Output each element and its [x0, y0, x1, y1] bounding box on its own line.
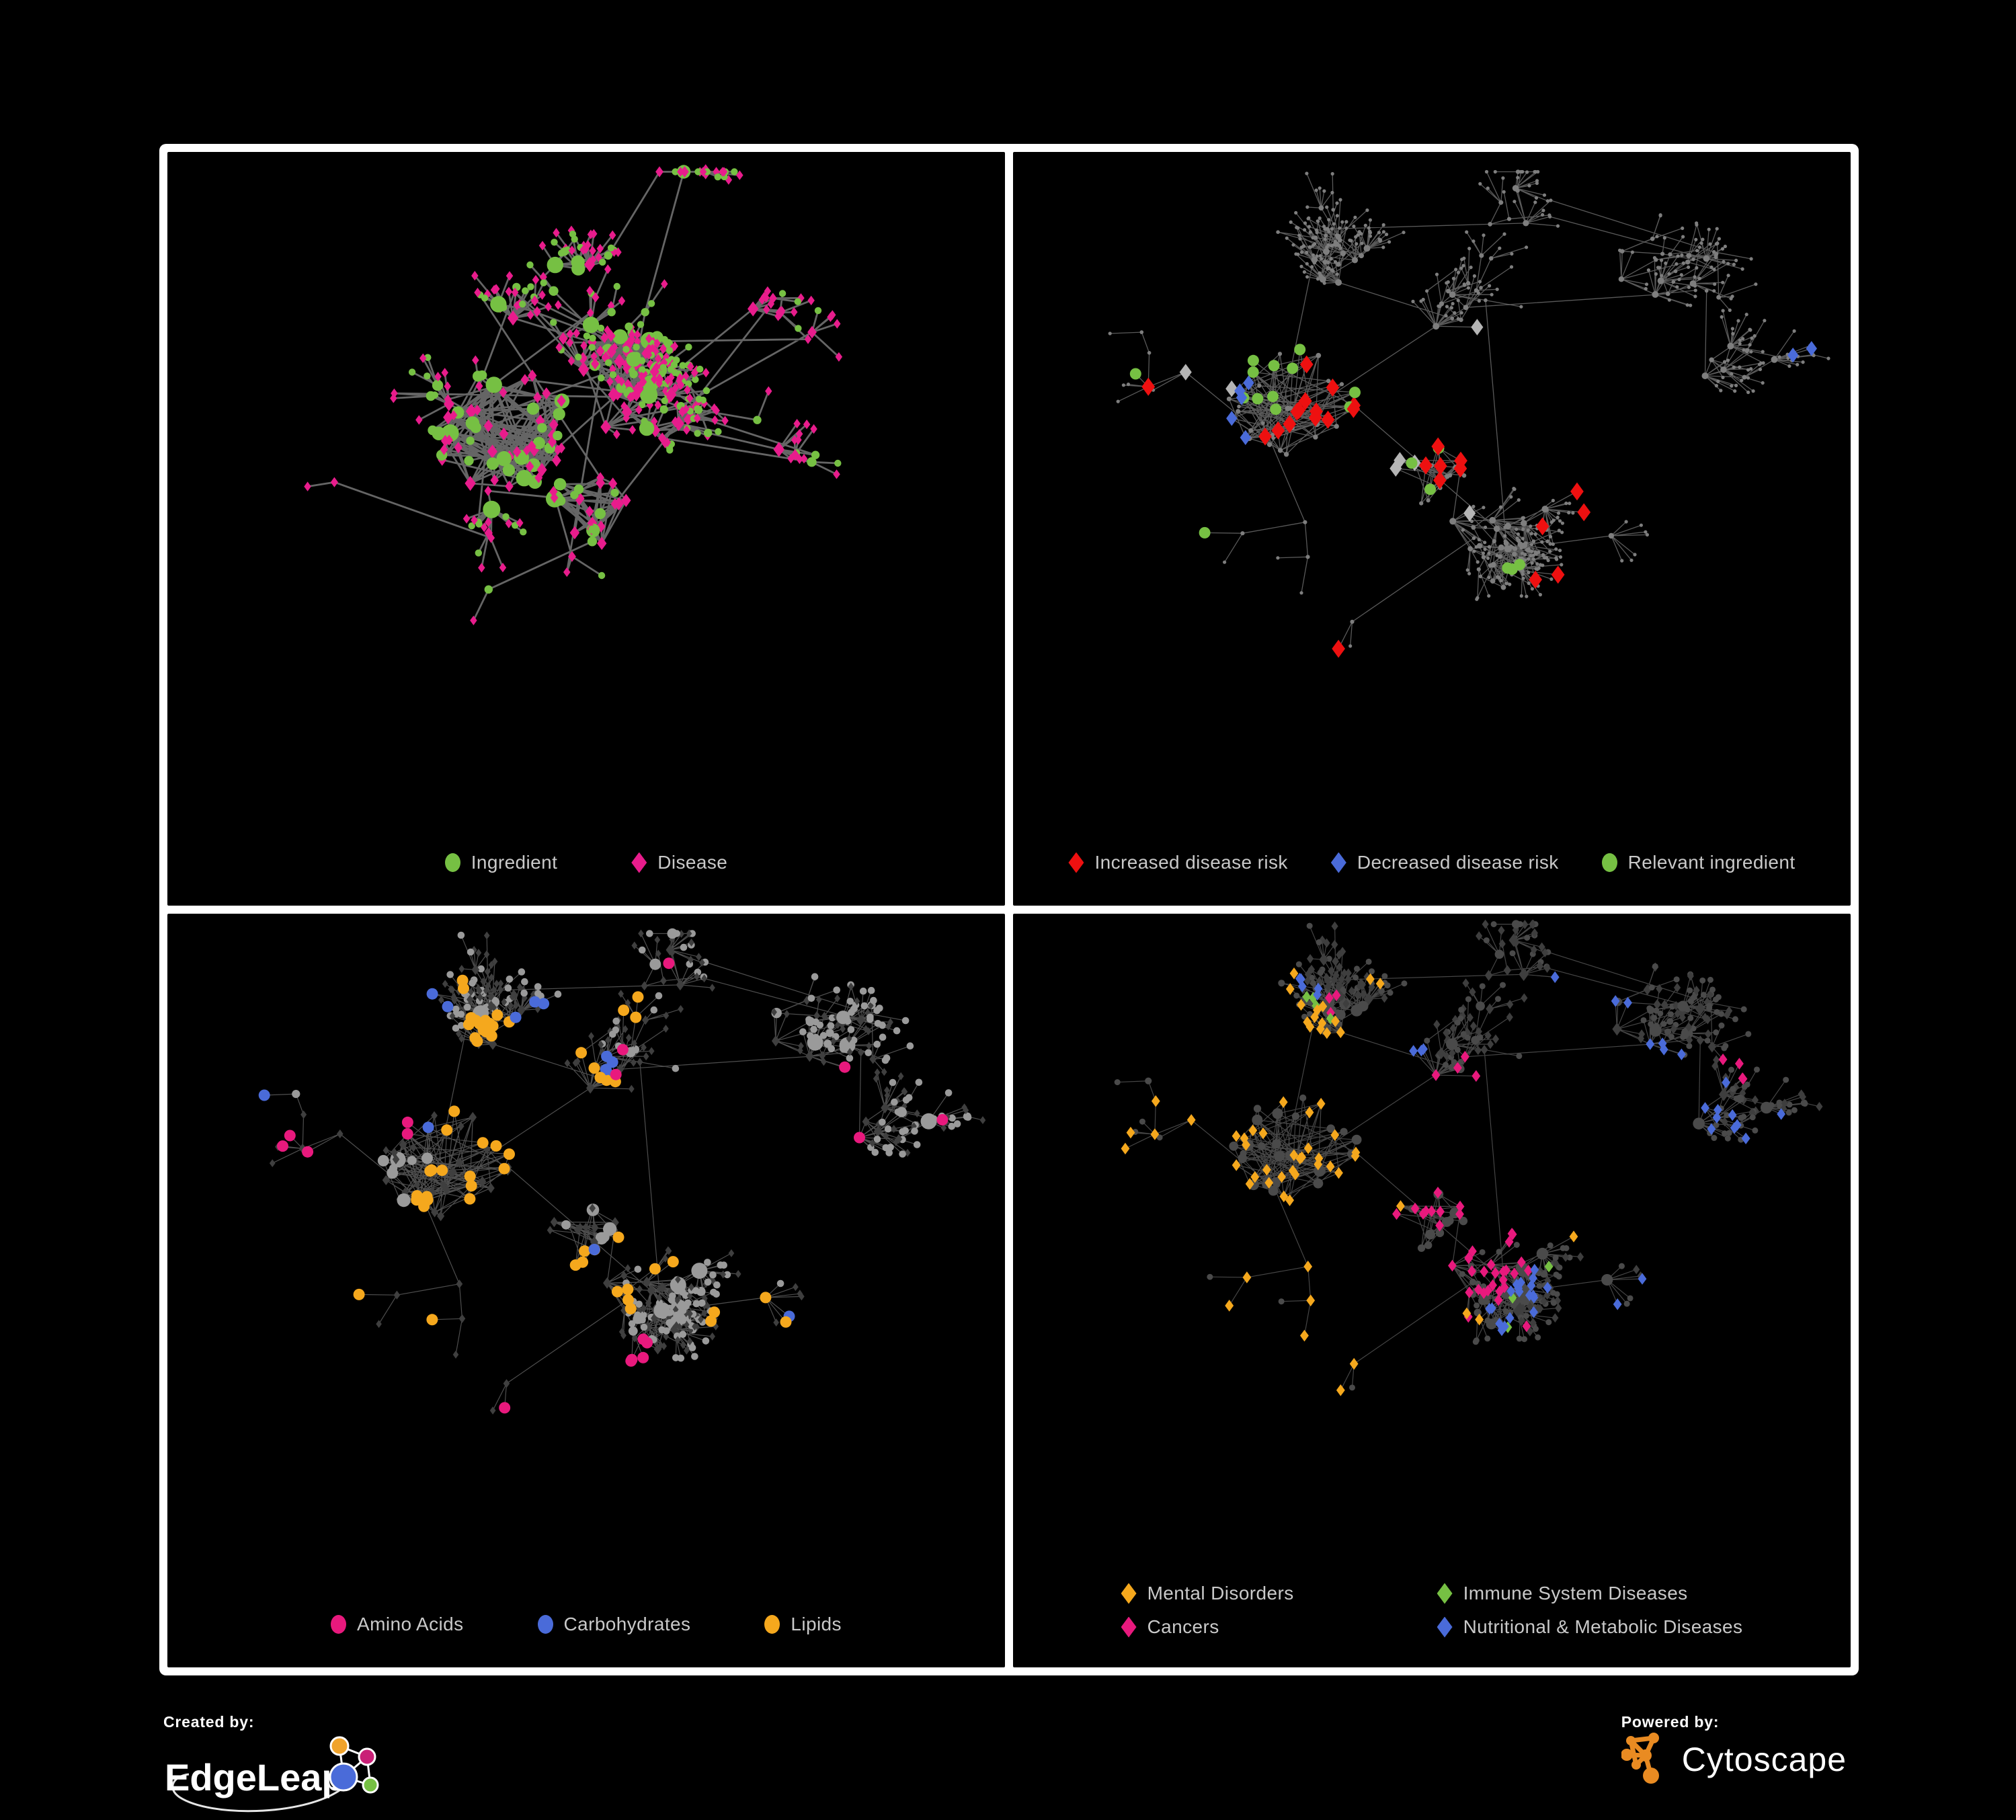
legend-item: Relevant ingredient	[1601, 852, 1796, 873]
legend-item: Ingredient	[444, 852, 558, 873]
legend-label: Lipids	[791, 1614, 842, 1634]
legend-disease-classes: Mental Disorders Immune System Diseases Ca…	[1013, 1571, 1851, 1667]
panel-grid: Ingredient Disease Increased disease risk…	[159, 144, 1859, 1675]
disease-classes-network-graph	[1114, 919, 1823, 1396]
panel-disease-classes: Mental Disorders Immune System Diseases Ca…	[1013, 914, 1851, 1667]
created-by-label: Created by:	[163, 1713, 255, 1731]
edgeleap-logo: EdgeLeap	[165, 1736, 379, 1813]
edgeleap-swoosh	[171, 1773, 340, 1813]
legend-item: Mental Disorders	[1121, 1583, 1410, 1604]
legend-label: Amino Acids	[357, 1614, 464, 1634]
legend-diamond-swatch-icon	[1330, 852, 1346, 873]
legend-diamond-swatch-icon	[1121, 1583, 1137, 1604]
legend-label: Mental Disorders	[1147, 1583, 1294, 1604]
legend-label: Disease	[657, 852, 728, 873]
legend-diamond-swatch-icon	[1121, 1616, 1137, 1638]
edgeleap-brand-text: EdgeLeap	[165, 1756, 345, 1798]
legend-item: Decreased disease risk	[1330, 852, 1559, 873]
legend-label: Nutritional & Metabolic Diseases	[1463, 1616, 1743, 1637]
edgeleap-network-icon	[329, 1736, 379, 1794]
legend-label: Ingredient	[471, 852, 558, 873]
legend-diamond-swatch-icon	[1068, 852, 1084, 873]
legend-circle-swatch-icon	[1601, 853, 1617, 872]
edgeleap-credit: Created by: EdgeLeap	[163, 1713, 446, 1817]
legend-item: Nutritional & Metabolic Diseases	[1437, 1616, 1743, 1638]
legend-item: Increased disease risk	[1068, 852, 1287, 873]
legend-item: Carbohydrates	[537, 1614, 691, 1635]
legend-diamond-swatch-icon	[631, 852, 647, 873]
legend-circle-swatch-icon	[444, 853, 460, 872]
legend-diamond-swatch-icon	[1437, 1583, 1453, 1604]
ingredient-disease-network-graph	[304, 164, 843, 625]
legend-ingredient-disease: Ingredient Disease	[167, 842, 1005, 906]
disease-risk-network-graph	[1108, 169, 1830, 658]
legend-item: Amino Acids	[331, 1614, 463, 1635]
panel-macronutrients: Amino Acids Carbohydrates Lipids	[167, 914, 1005, 1667]
legend-label: Increased disease risk	[1094, 852, 1288, 873]
cytoscape-credit: Powered by:	[1621, 1713, 1847, 1786]
panel-disease-risk: Increased disease risk Decreased disease …	[1013, 152, 1851, 906]
legend-macronutrients: Amino Acids Carbohydrates Lipids	[167, 1604, 1005, 1667]
legend-label: Carbohydrates	[563, 1614, 691, 1634]
cytoscape-logo-icon	[1621, 1733, 1659, 1784]
macronutrients-network-graph	[258, 928, 986, 1415]
cytoscape-brand-text: Cytoscape	[1681, 1741, 1847, 1778]
legend-item: Immune System Diseases	[1437, 1583, 1743, 1604]
legend-circle-swatch-icon	[537, 1615, 553, 1634]
legend-circle-swatch-icon	[331, 1615, 347, 1634]
legend-label: Decreased disease risk	[1357, 852, 1559, 873]
legend-item: Disease	[631, 852, 727, 873]
legend-item: Cancers	[1121, 1616, 1410, 1638]
legend-label: Cancers	[1147, 1616, 1219, 1637]
legend-label: Relevant ingredient	[1627, 852, 1796, 873]
panel-ingredient-disease: Ingredient Disease	[167, 152, 1005, 906]
legend-circle-swatch-icon	[764, 1615, 780, 1634]
legend-item: Lipids	[764, 1614, 842, 1635]
legend-label: Immune System Diseases	[1463, 1583, 1688, 1604]
powered-by-label: Powered by:	[1621, 1713, 1720, 1731]
legend-disease-risk: Increased disease risk Decreased disease …	[1013, 842, 1851, 906]
legend-diamond-swatch-icon	[1437, 1616, 1453, 1638]
